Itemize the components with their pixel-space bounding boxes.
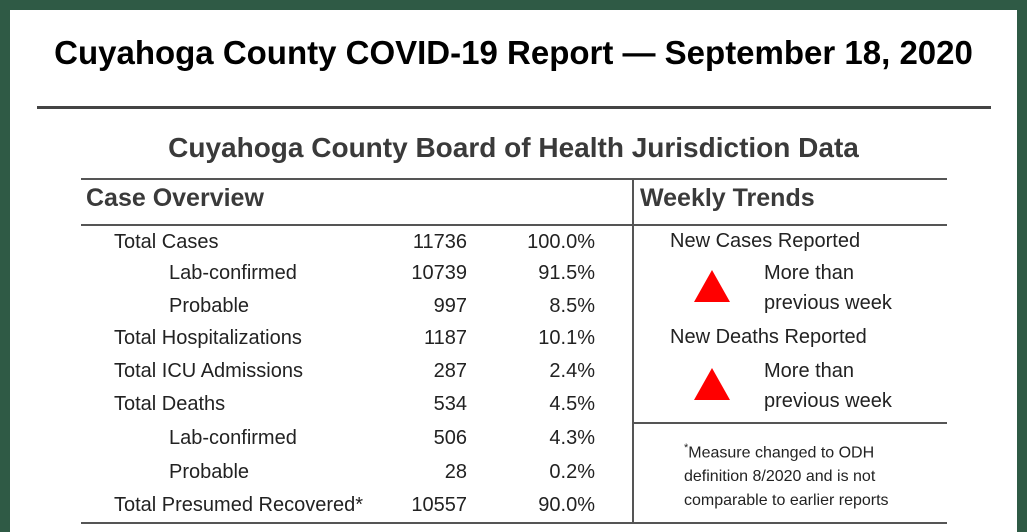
row-count: 1187 [423,327,467,349]
weekly-trends-heading: Weekly Trends [640,184,815,212]
column-divider [632,178,634,524]
trend-description-line: previous week [764,390,892,412]
row-label: Total Presumed Recovered* [114,494,364,516]
footnote-marker: * [684,442,689,454]
report-page: Cuyahoga County COVID-19 Report — Septem… [10,10,1017,532]
table-row: Total Hospitalizations 1187 10.1% [10,325,630,351]
row-label: Total Hospitalizations [114,327,302,349]
table-row: Lab-confirmed 10739 91.5% [10,260,630,286]
new-deaths-label: New Deaths Reported [670,326,867,348]
new-cases-trend: More than previous week [764,258,892,318]
trend-description-line: More than [764,360,855,382]
row-label: Lab-confirmed [169,427,297,449]
title-divider [37,106,991,109]
row-percent: 8.5% [549,295,595,317]
row-count: 997 [433,295,467,317]
jurisdiction-subtitle: Cuyahoga County Board of Health Jurisdic… [168,132,859,163]
footnote-line: Measure changed to ODH [688,444,875,462]
new-deaths-trend: More than previous week [764,356,892,416]
trend-description-line: More than [764,262,855,284]
row-percent: 0.2% [549,461,595,483]
row-percent: 2.4% [549,360,595,382]
table-row: Total ICU Admissions 287 2.4% [10,358,630,384]
table-row: Total Cases 11736 100.0% [10,229,630,255]
row-percent: 91.5% [538,262,595,284]
new-cases-label: New Cases Reported [670,230,861,252]
measure-footnote: *Measure changed to ODH definition 8/202… [684,436,944,513]
table-header-rule [81,224,947,226]
case-overview-heading: Case Overview [86,184,264,212]
table-row: Probable 997 8.5% [10,293,630,319]
table-bottom-rule [81,522,947,524]
table-row: Total Presumed Recovered* 10557 90.0% [10,492,630,518]
row-label: Probable [169,461,250,483]
trends-note-rule [634,422,947,424]
table-row: Probable 28 0.2% [10,459,630,485]
row-label: Total Cases [114,231,219,253]
trend-description-line: previous week [764,292,892,314]
row-count: 10739 [411,262,467,284]
row-percent: 10.1% [538,327,595,349]
row-label: Probable [169,295,250,317]
row-label: Lab-confirmed [169,262,297,284]
row-label: Total ICU Admissions [114,360,303,382]
row-label: Total Deaths [114,393,226,415]
footnote-line: definition 8/2020 and is not [684,468,876,486]
row-count: 287 [433,360,467,382]
table-top-rule [81,178,947,180]
row-count: 10557 [411,494,467,516]
report-title: Cuyahoga County COVID-19 Report — Septem… [54,34,973,71]
row-count: 534 [433,393,467,415]
up-triangle-icon [694,368,730,400]
footnote-line: comparable to earlier reports [684,492,889,510]
table-row: Lab-confirmed 506 4.3% [10,425,630,451]
row-percent: 4.5% [549,393,595,415]
row-percent: 4.3% [549,427,595,449]
row-count: 506 [433,427,467,449]
up-triangle-icon [694,270,730,302]
table-row: Total Deaths 534 4.5% [10,391,630,417]
row-percent: 90.0% [538,494,595,516]
row-count: 28 [444,461,467,483]
row-percent: 100.0% [527,231,595,253]
row-count: 11736 [412,231,467,253]
